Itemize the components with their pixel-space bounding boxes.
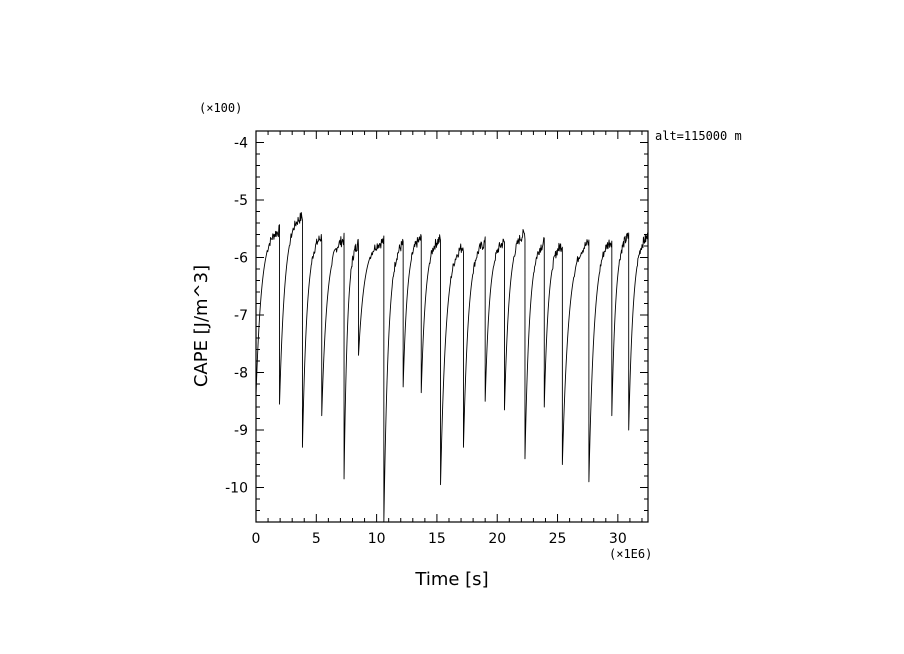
- axis-ticks: [255, 130, 648, 523]
- y-axis-title: CAPE [J/m^3]: [191, 265, 212, 387]
- y-tick-label: -5: [234, 193, 248, 209]
- x-tick-label: 5: [312, 531, 321, 547]
- x-tick-label: 15: [428, 531, 446, 547]
- axis-tick-labels: -4 -5 -6 -7 -8 -9 -10 0 5 10 15 20 25 30: [225, 136, 627, 548]
- y-tick-label: -7: [234, 308, 248, 324]
- y-tick-label: -9: [234, 423, 248, 439]
- x-tick-label: 0: [252, 531, 261, 547]
- y-tick-label: -8: [234, 366, 248, 382]
- x-multiplier-label: (×1E6): [609, 547, 652, 561]
- plot-frame: [255, 130, 649, 523]
- y-tick-label: -10: [225, 481, 248, 497]
- x-tick-label: 30: [609, 531, 627, 547]
- x-tick-label: 20: [488, 531, 506, 547]
- x-axis-title: Time [s]: [414, 569, 488, 590]
- y-multiplier-label: (×100): [199, 101, 242, 115]
- series-line: [255, 212, 649, 523]
- x-tick-label: 10: [368, 531, 386, 547]
- y-tick-label: -6: [234, 251, 248, 267]
- annotation-altitude: alt=115000 m: [655, 129, 742, 143]
- y-tick-label: -4: [234, 136, 248, 152]
- x-tick-label: 25: [549, 531, 567, 547]
